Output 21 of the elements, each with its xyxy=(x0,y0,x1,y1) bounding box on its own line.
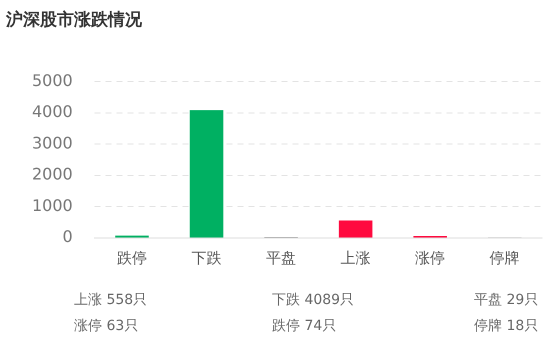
x-tick-label: 涨停 xyxy=(415,248,446,267)
y-tick-label: 3000 xyxy=(32,133,73,152)
y-tick-label: 0 xyxy=(62,227,73,246)
text: 停牌 18只 xyxy=(474,317,538,335)
text: 下跌 4089只 xyxy=(272,291,354,309)
y-tick-label: 1000 xyxy=(32,196,73,215)
y-tick-label: 2000 xyxy=(32,164,73,184)
x-tick-label: 跌停 xyxy=(116,248,147,267)
text: 平盘 29只 xyxy=(474,291,538,309)
bar xyxy=(338,220,372,238)
text: 涨停 63只 xyxy=(74,317,138,335)
x-tick-label: 上涨 xyxy=(340,248,371,267)
text: 上涨 558只 xyxy=(74,291,148,309)
y-tick-label: 4000 xyxy=(32,102,73,122)
x-tick-label: 平盘 xyxy=(266,248,296,267)
x-tick-label: 下跌 xyxy=(192,248,222,267)
text: 跌停 74只 xyxy=(272,317,336,335)
x-tick-label: 停牌 xyxy=(490,248,520,267)
chart-title: 沪深股市涨跌情况 xyxy=(6,9,142,31)
bar xyxy=(190,110,224,238)
y-tick-label: 5000 xyxy=(32,70,73,90)
